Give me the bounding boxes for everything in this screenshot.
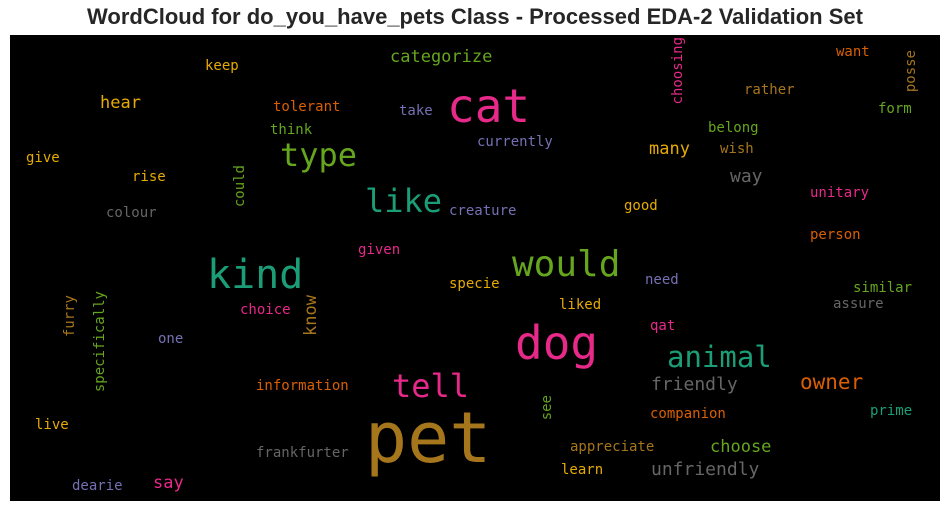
word-take: take bbox=[399, 103, 433, 119]
word-given: given bbox=[358, 242, 401, 258]
word-unitary: unitary bbox=[810, 185, 870, 201]
word-creature: creature bbox=[449, 203, 517, 219]
wordcloud-canvas: pet cat dog kind would type like animal tell owne… bbox=[10, 35, 940, 501]
word-colour: colour bbox=[106, 205, 157, 221]
word-could: could bbox=[232, 165, 248, 208]
word-specifically: specifically bbox=[92, 291, 108, 393]
word-dog: dog bbox=[515, 316, 599, 370]
word-owner: owner bbox=[800, 370, 864, 394]
word-like: like bbox=[365, 182, 443, 220]
word-choice: choice bbox=[240, 302, 291, 318]
word-rather: rather bbox=[744, 82, 795, 98]
word-give: give bbox=[26, 150, 60, 166]
word-information: information bbox=[256, 378, 349, 394]
word-person: person bbox=[810, 227, 861, 243]
word-learn: learn bbox=[561, 462, 604, 478]
word-tolerant: tolerant bbox=[273, 99, 341, 115]
chart-title: WordCloud for do_you_have_pets Class - P… bbox=[87, 4, 863, 29]
word-hear: hear bbox=[100, 93, 141, 113]
word-see: see bbox=[539, 395, 555, 421]
word-would: would bbox=[512, 244, 621, 285]
word-choose: choose bbox=[710, 437, 772, 457]
word-unfriendly: unfriendly bbox=[651, 459, 760, 480]
word-belong: belong bbox=[708, 120, 759, 136]
word-good: good bbox=[624, 198, 658, 214]
word-think: think bbox=[270, 122, 313, 138]
word-wish: wish bbox=[720, 141, 754, 157]
word-companion: companion bbox=[650, 406, 726, 422]
word-one: one bbox=[158, 331, 184, 347]
word-posse: posse bbox=[903, 50, 919, 93]
word-kind: kind bbox=[207, 252, 304, 298]
word-way: way bbox=[730, 166, 763, 187]
word-tell: tell bbox=[392, 367, 470, 405]
word-rise: rise bbox=[132, 169, 166, 185]
word-friendly: friendly bbox=[651, 374, 738, 395]
word-type: type bbox=[280, 136, 358, 174]
word-cat: cat bbox=[447, 79, 531, 133]
word-say: say bbox=[153, 473, 184, 493]
word-need: need bbox=[645, 272, 679, 288]
word-categorize: categorize bbox=[390, 47, 493, 67]
word-prime: prime bbox=[870, 403, 913, 419]
word-keep: keep bbox=[205, 58, 239, 74]
word-animal: animal bbox=[667, 340, 772, 374]
word-know: know bbox=[301, 295, 321, 336]
word-form: form bbox=[878, 101, 912, 117]
word-frankfurter: frankfurter bbox=[256, 445, 349, 461]
word-furry: furry bbox=[62, 295, 78, 338]
word-similar: similar bbox=[853, 280, 913, 296]
word-many: many bbox=[649, 139, 690, 159]
word-want: want bbox=[836, 44, 870, 60]
word-qat: qat bbox=[650, 318, 676, 334]
word-currently: currently bbox=[477, 134, 553, 150]
word-live: live bbox=[35, 417, 69, 433]
word-choosing: choosing bbox=[670, 37, 686, 105]
word-appreciate: appreciate bbox=[570, 439, 655, 455]
word-liked: liked bbox=[559, 297, 602, 313]
word-pet: pet bbox=[365, 397, 492, 479]
word-specie: specie bbox=[449, 276, 500, 292]
word-assure: assure bbox=[833, 296, 884, 312]
word-dearie: dearie bbox=[72, 478, 123, 494]
